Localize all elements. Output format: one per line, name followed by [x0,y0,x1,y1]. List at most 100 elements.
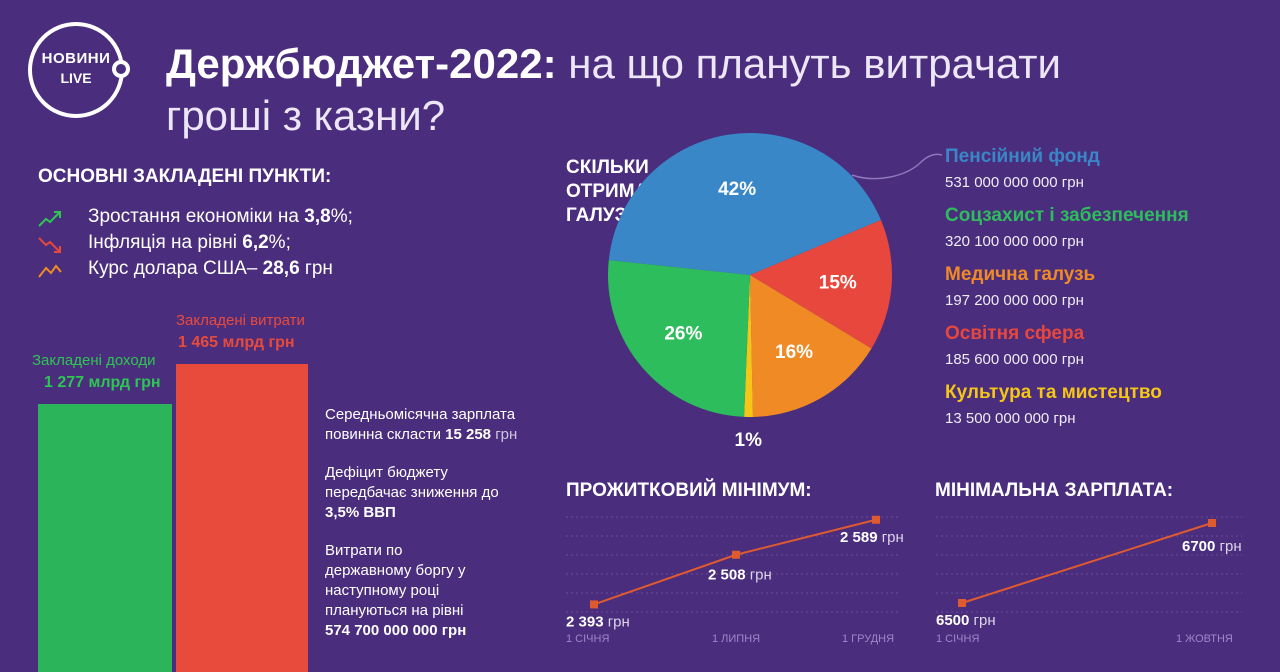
trend-down-icon [38,237,61,253]
legend-amount: 531 000 000 000 грн [945,174,1084,191]
pie-legend: Пенсійний фонд 531 000 000 000 грн Соцзахи… [945,146,1275,441]
pie-slice [744,275,753,417]
pie-slice [750,275,872,417]
note-line: державному боргу у [325,562,466,579]
budget-bars: Закладені доходи 1 277 млрд грн Закладені … [0,300,330,672]
x-tick-label: 1 ЛИПНЯ [712,633,760,645]
data-label-unit: грн [969,612,995,629]
pie-slice [750,219,892,349]
note-line: передбачає зниження до [325,484,499,501]
logo-dot [112,60,130,78]
main-point-text: Інфляція на рівні [88,232,243,253]
legend-name: Медична галузь [945,264,1096,285]
note-line: Середньомісячна зарплата [325,406,516,423]
x-tick-label: 1 ГРУДНЯ [842,633,894,645]
main-point-value: 28,6 [262,258,300,279]
note-value: 574 700 000 000 грн [325,622,467,639]
note-line: Витрати по [325,542,403,559]
logo-text-line2: LIVE [60,70,92,86]
data-label-value: 2 508 [708,567,746,584]
legend-item: Медична галузь 197 200 000 000 грн [945,264,1275,323]
data-label: 2 589 грн [840,529,904,546]
main-point-text: Курс долара США– [88,258,263,279]
data-point [732,550,740,559]
data-point [590,600,598,609]
note-line: 574 700 000 000 грн [325,621,565,641]
note-block: Дефіцит бюджету передбачає зниження до 3,5… [325,463,565,523]
budget-bar-label: Закладені витрати [176,312,305,329]
main-point-item: Зростання економіки на 3,8%; [38,206,458,232]
data-label: 2 508 грн [708,567,772,584]
legend-name: Пенсійний фонд [945,146,1100,167]
logo-text-line1: НОВИНИ [41,50,111,67]
budget-bar [38,404,172,672]
pie-slice-label: 16% [775,342,813,363]
note-line: повинна скласти 15 258 грн [325,425,565,445]
minimum-wage-heading: МІНІМАЛЬНА ЗАРПЛАТА: [935,480,1174,501]
data-label-unit: грн [746,567,772,584]
legend-item: Пенсійний фонд 531 000 000 000 грн [945,146,1275,205]
legend-item: Соцзахист і забезпечення 320 100 000 000 … [945,205,1275,264]
main-point-value: 3,8 [304,206,331,227]
decorative-swoosh [851,153,943,180]
series-line [593,518,877,606]
data-label-value: 2 589 [840,529,878,546]
note-block: Витрати по державному боргу у наступному р… [325,541,565,641]
data-label-unit: грн [604,613,630,630]
x-tick-label: 1 СІЧНЯ [566,633,609,645]
legend-amount: 320 100 000 000 грн [945,233,1084,250]
note-line: плануються на рівні [325,602,464,619]
legend-name: Культура та мистецтво [945,382,1162,403]
legend-amount: 13 500 000 000 грн [945,410,1076,427]
data-point [1208,519,1216,527]
budget-bar-label: Закладені доходи [32,352,156,369]
minimum-wage-chart: 6500 грн 6700 грн 1 СІЧНЯ 1 ЖОВТНЯ [936,516,1242,645]
x-tick-label: 1 ЖОВТНЯ [1176,633,1233,645]
legend-name: Освітня сфера [945,323,1085,344]
main-point-item: Курс долара США– 28,6 грн [38,258,458,284]
note-value: 15 258 [445,426,492,443]
notes: Середньомісячна зарплата повинна скласти … [325,405,565,659]
pie-chart: 42% 15% 16% 1% 26% [608,132,892,451]
pie-slice-label: 1% [735,430,763,451]
data-label-unit: грн [1215,538,1241,555]
series-line [961,522,1213,604]
legend-amount: 185 600 000 000 грн [945,351,1084,368]
x-tick-label: 1 СІЧНЯ [936,633,979,645]
trend-zigzag-icon [38,264,62,278]
note-text: повинна скласти [325,426,446,443]
pie-slice-label: 26% [664,324,702,345]
legend-item: Культура та мистецтво 13 500 000 000 грн [945,382,1275,441]
budget-bar-value: 1 277 млрд грн [44,374,161,391]
data-label: 6700 грн [1182,538,1242,555]
main-point-suffix: %; [268,232,291,253]
title-rest-line1: на що плануть витрачати [568,40,1062,87]
data-label-unit: грн [878,529,904,546]
pie-slice [608,260,750,417]
page-title: Держбюджет-2022: на що плануть витрачати… [166,38,1166,142]
note-line: Дефіцит бюджету [325,464,448,481]
note-block: Середньомісячна зарплата повинна скласти … [325,405,565,445]
main-point-text: Зростання економіки на [88,206,305,227]
data-label-value: 2 393 [566,613,604,630]
note-line: наступному році [325,582,440,599]
pie-title-line: СКІЛЬКИ [566,157,649,178]
data-label: 6500 грн [936,612,996,629]
main-point-item: Інфляція на рівні 6,2%; [38,232,458,258]
living-minimum-heading: ПРОЖИТКОВИЙ МІНІМУМ: [566,480,812,501]
trend-up-icon [38,211,61,227]
pie-slice [608,132,881,275]
main-point-value: 6,2 [242,232,269,253]
data-point [958,599,966,607]
legend-name: Соцзахист і забезпечення [945,205,1189,226]
budget-bar-value: 1 465 млрд грн [178,334,295,351]
note-line: 3,5% ВВП [325,503,565,523]
data-label-value: 6700 [1182,538,1215,555]
pie-slice-label: 15% [819,272,857,293]
note-unit: грн [491,426,518,443]
data-label: 2 393 грн [566,613,630,630]
title-bold: Держбюджет-2022: [166,40,557,87]
legend-item: Освітня сфера 185 600 000 000 грн [945,323,1275,382]
data-point [872,515,880,524]
